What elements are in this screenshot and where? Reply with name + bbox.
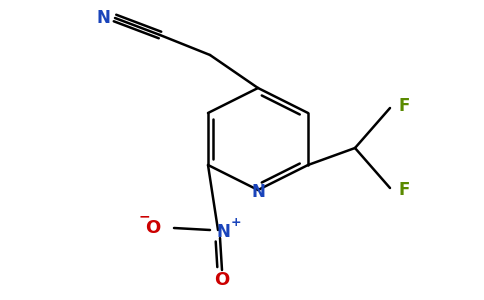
Text: N: N [96, 9, 110, 27]
Text: −: − [138, 209, 150, 223]
Text: F: F [398, 97, 409, 115]
Text: O: O [145, 219, 160, 237]
Text: N: N [251, 183, 265, 201]
Text: O: O [214, 271, 229, 289]
Text: +: + [231, 215, 242, 229]
Text: N: N [216, 223, 230, 241]
Text: F: F [398, 181, 409, 199]
